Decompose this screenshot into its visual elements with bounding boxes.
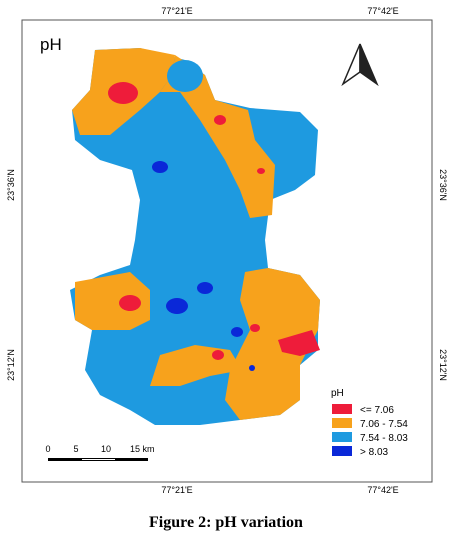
coordinate-label: 77°21'E xyxy=(161,6,192,16)
legend: pH <= 7.06 7.06 - 7.54 7.54 - 8.03 > 8.03 xyxy=(331,388,408,458)
scale-label: 15 km xyxy=(130,444,155,454)
map-area xyxy=(70,48,320,425)
legend-swatch xyxy=(332,432,352,442)
region-darkblue xyxy=(152,161,168,173)
coordinate-label: 23°36'N xyxy=(6,169,16,201)
region-darkblue xyxy=(249,365,255,371)
region-orange xyxy=(225,268,320,420)
map-title: pH xyxy=(40,35,62,54)
legend-swatch xyxy=(332,446,352,456)
region-red xyxy=(119,295,141,311)
coordinate-label: 77°42'E xyxy=(367,6,398,16)
region-red xyxy=(257,168,265,174)
scale-label: 0 xyxy=(45,444,50,454)
region-red xyxy=(250,324,260,332)
region-red xyxy=(214,115,226,125)
coordinate-label: 23°12'N xyxy=(438,349,448,381)
legend-swatch xyxy=(332,418,352,428)
coordinate-label: 77°21'E xyxy=(161,485,192,495)
coordinate-label: 77°42'E xyxy=(367,485,398,495)
caption: Figure 2: pH variation xyxy=(149,514,303,531)
region-blue xyxy=(167,60,203,92)
region-red xyxy=(278,330,320,356)
north-arrow xyxy=(341,43,379,87)
scale-label: 5 xyxy=(73,444,78,454)
legend-title: pH xyxy=(331,388,344,399)
legend-label: <= 7.06 xyxy=(360,405,394,416)
scale-label: 10 xyxy=(101,444,111,454)
region-darkblue xyxy=(166,298,188,314)
region-orange xyxy=(160,55,275,218)
legend-label: > 8.03 xyxy=(360,447,389,458)
scale-bar xyxy=(48,458,148,461)
region-darkblue xyxy=(231,327,243,337)
coordinate-label: 23°12'N xyxy=(6,349,16,381)
coordinate-label: 23°36'N xyxy=(438,169,448,201)
legend-label: 7.54 - 8.03 xyxy=(360,433,408,444)
region-red xyxy=(108,82,138,104)
legend-swatch xyxy=(332,404,352,414)
legend-label: 7.06 - 7.54 xyxy=(360,419,408,430)
region-red xyxy=(212,350,224,360)
region-darkblue xyxy=(197,282,213,294)
region-orange xyxy=(75,272,150,330)
